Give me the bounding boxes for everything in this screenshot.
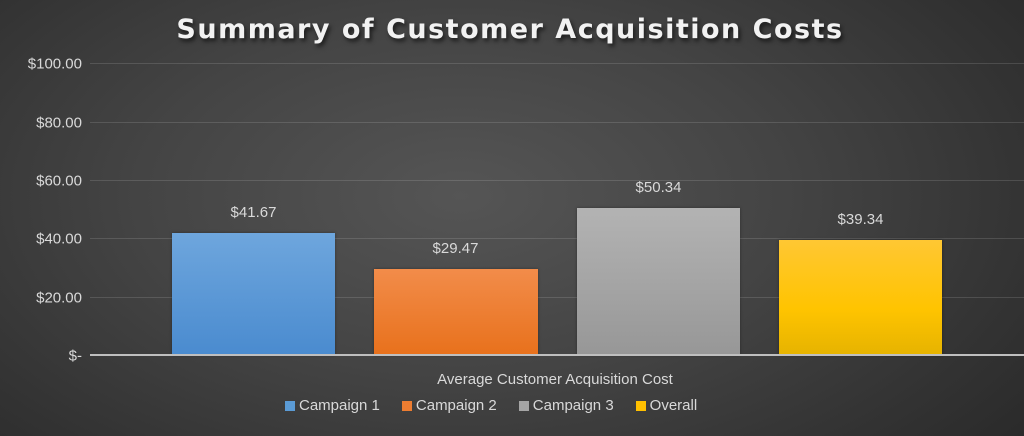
x-axis-category-label: Average Customer Acquisition Cost <box>437 371 673 388</box>
legend-swatch-campaign-3 <box>518 400 529 411</box>
y-tick-40: $40.00 <box>36 230 82 248</box>
chart-title: Summary of Customer Acquisition Costs <box>0 14 1024 45</box>
y-tick-60: $60.00 <box>36 172 82 190</box>
legend-item-campaign-2[interactable]: Campaign 2 <box>401 397 497 414</box>
legend-swatch-campaign-1 <box>285 400 295 411</box>
legend-label-overall: Overall <box>649 397 698 414</box>
y-tick-80: $80.00 <box>36 114 82 132</box>
bar-label-campaign-1: $41.67 <box>230 204 277 221</box>
gridline-60 <box>90 180 1024 181</box>
legend-label-campaign-2: Campaign 2 <box>415 397 497 414</box>
legend-item-overall[interactable]: Overall <box>635 397 698 414</box>
chart-title-text: Summary of Customer Acquisition Costs <box>176 14 844 45</box>
x-axis-line <box>90 354 1024 356</box>
gridline-20 <box>90 297 1024 298</box>
gridline-40 <box>90 238 1024 239</box>
y-tick-0: $- <box>68 347 82 365</box>
legend-item-campaign-3[interactable]: Campaign 3 <box>518 397 614 414</box>
y-tick-100: $100.00 <box>27 55 82 73</box>
bar-campaign-3[interactable] <box>577 208 740 355</box>
bar-label-overall: $39.34 <box>837 211 884 228</box>
bar-campaign-2[interactable] <box>374 269 538 355</box>
legend-swatch-overall <box>635 400 646 411</box>
bar-campaign-1[interactable] <box>172 233 335 355</box>
y-tick-20: $20.00 <box>36 289 82 307</box>
bar-label-campaign-2: $29.47 <box>432 240 479 257</box>
legend-label-campaign-3: Campaign 3 <box>532 397 614 414</box>
gridline-100 <box>90 63 1024 64</box>
legend-swatch-campaign-2 <box>401 400 412 411</box>
bar-label-campaign-3: $50.34 <box>635 179 682 196</box>
legend-item-campaign-1[interactable]: Campaign 1 <box>285 397 380 414</box>
legend: Campaign 1 Campaign 2 Campaign 3 Overall <box>285 397 719 414</box>
bar-overall[interactable] <box>779 240 942 355</box>
legend-label-campaign-1: Campaign 1 <box>299 397 380 414</box>
gridline-80 <box>90 122 1024 123</box>
